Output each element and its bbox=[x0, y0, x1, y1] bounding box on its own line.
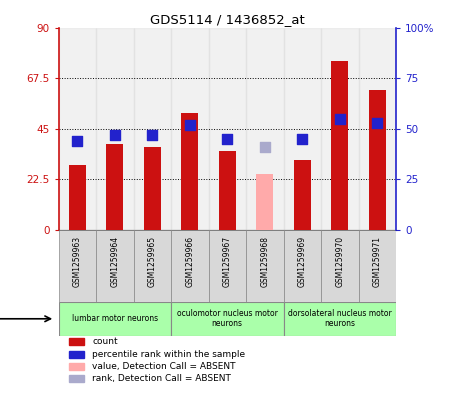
Bar bbox=[58, 302, 171, 336]
Bar bbox=[208, 230, 246, 302]
Bar bbox=[68, 351, 84, 358]
Text: dorsolateral nucleus motor
neurons: dorsolateral nucleus motor neurons bbox=[288, 309, 392, 329]
Bar bbox=[359, 230, 396, 302]
Text: GSM1259965: GSM1259965 bbox=[148, 236, 157, 287]
Bar bbox=[106, 145, 123, 230]
Text: value, Detection Call = ABSENT: value, Detection Call = ABSENT bbox=[92, 362, 236, 371]
Text: rank, Detection Call = ABSENT: rank, Detection Call = ABSENT bbox=[92, 375, 231, 384]
Text: GSM1259963: GSM1259963 bbox=[73, 236, 82, 287]
Point bbox=[148, 132, 156, 138]
Bar bbox=[96, 230, 134, 302]
Bar bbox=[171, 230, 208, 302]
Text: percentile rank within the sample: percentile rank within the sample bbox=[92, 350, 245, 359]
Bar bbox=[246, 230, 284, 302]
Bar bbox=[321, 230, 359, 302]
Bar bbox=[246, 28, 284, 230]
Text: GSM1259969: GSM1259969 bbox=[298, 236, 307, 287]
Bar bbox=[294, 160, 310, 230]
Bar bbox=[208, 28, 246, 230]
Bar bbox=[171, 302, 284, 336]
Bar bbox=[68, 338, 84, 345]
Bar bbox=[134, 28, 171, 230]
Bar bbox=[284, 28, 321, 230]
Bar bbox=[58, 230, 96, 302]
Bar bbox=[219, 151, 236, 230]
Bar bbox=[284, 302, 396, 336]
Bar bbox=[96, 28, 134, 230]
Point bbox=[261, 144, 268, 150]
Bar bbox=[321, 28, 359, 230]
Bar bbox=[134, 230, 171, 302]
Bar bbox=[68, 363, 84, 370]
Text: GSM1259964: GSM1259964 bbox=[110, 236, 119, 287]
Point bbox=[224, 136, 231, 142]
Text: oculomotor nucleus motor
neurons: oculomotor nucleus motor neurons bbox=[177, 309, 278, 329]
Text: GSM1259966: GSM1259966 bbox=[185, 236, 194, 287]
Point bbox=[111, 132, 118, 138]
Text: GSM1259968: GSM1259968 bbox=[260, 236, 269, 287]
Bar bbox=[331, 61, 348, 230]
Point bbox=[299, 136, 306, 142]
Title: GDS5114 / 1436852_at: GDS5114 / 1436852_at bbox=[150, 13, 305, 26]
Bar bbox=[369, 90, 386, 230]
Point bbox=[74, 138, 81, 144]
Bar bbox=[181, 113, 198, 230]
Text: lumbar motor neurons: lumbar motor neurons bbox=[72, 314, 158, 323]
Bar bbox=[58, 28, 96, 230]
Point bbox=[374, 119, 381, 126]
Point bbox=[336, 116, 343, 122]
Bar bbox=[284, 230, 321, 302]
Text: GSM1259970: GSM1259970 bbox=[335, 236, 344, 287]
Text: GSM1259967: GSM1259967 bbox=[223, 236, 232, 287]
Bar bbox=[359, 28, 396, 230]
Bar bbox=[256, 174, 273, 230]
Point bbox=[186, 121, 194, 128]
Bar bbox=[69, 165, 86, 230]
Text: GSM1259971: GSM1259971 bbox=[373, 236, 382, 287]
Text: count: count bbox=[92, 337, 118, 346]
Bar bbox=[68, 375, 84, 382]
Bar bbox=[171, 28, 208, 230]
Bar bbox=[144, 147, 161, 230]
